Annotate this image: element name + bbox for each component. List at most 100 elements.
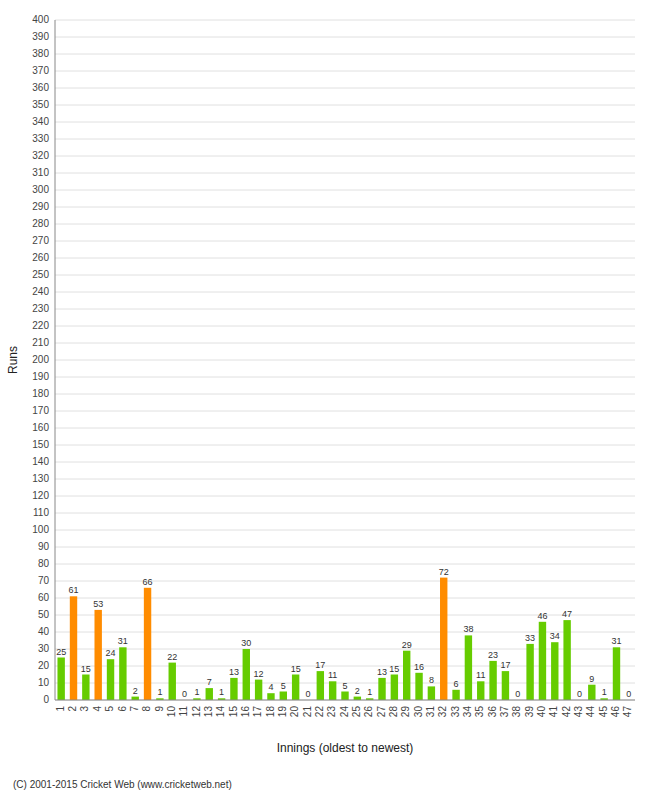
data-label: 2 — [133, 686, 138, 696]
x-tick-label: 47 — [622, 706, 633, 718]
data-labels: 2561155324312661220171133012451501711521… — [56, 567, 631, 699]
data-label: 9 — [589, 674, 594, 684]
y-tick-label: 40 — [38, 626, 50, 637]
x-tick-label: 37 — [499, 706, 510, 718]
x-tick-label: 13 — [203, 706, 214, 718]
y-tick-label: 240 — [32, 286, 49, 297]
x-tick-label: 43 — [573, 706, 584, 718]
data-label: 4 — [268, 682, 273, 692]
grid-line — [55, 530, 635, 531]
bar — [94, 610, 101, 700]
data-label: 2 — [355, 686, 360, 696]
y-tick-label: 80 — [38, 558, 50, 569]
bar — [465, 635, 472, 700]
x-tick-label: 18 — [265, 706, 276, 718]
grid-line — [55, 564, 635, 565]
bar — [440, 578, 447, 700]
data-label: 31 — [118, 636, 128, 646]
x-tick-label: 24 — [339, 706, 350, 718]
grid-line — [55, 326, 635, 327]
bar — [452, 690, 459, 700]
data-label: 15 — [81, 664, 91, 674]
grid-line — [55, 309, 635, 310]
x-tick-label: 10 — [166, 706, 177, 718]
bar — [206, 688, 213, 700]
bar — [144, 588, 151, 700]
bar — [280, 692, 287, 701]
bar — [317, 671, 324, 700]
data-label: 22 — [167, 652, 177, 662]
data-label: 11 — [476, 670, 485, 680]
data-label: 12 — [254, 669, 264, 679]
grid-line — [55, 445, 635, 446]
y-grid — [55, 20, 635, 700]
data-label: 6 — [454, 679, 459, 689]
x-tick-label: 30 — [413, 706, 424, 718]
data-label: 34 — [550, 631, 560, 641]
grid-line — [55, 122, 635, 123]
data-label: 1 — [157, 687, 162, 697]
data-label: 53 — [93, 599, 103, 609]
x-tick-label: 22 — [314, 706, 325, 718]
y-tick-label: 140 — [32, 456, 49, 467]
bar — [378, 678, 385, 700]
grid-line — [55, 190, 635, 191]
x-tick-label: 9 — [154, 706, 165, 712]
y-tick-label: 380 — [32, 48, 49, 59]
x-tick-label: 27 — [376, 706, 387, 718]
y-tick-label: 350 — [32, 99, 49, 110]
grid-line — [55, 411, 635, 412]
x-tick-label: 1 — [55, 706, 66, 712]
x-tick-label: 42 — [561, 706, 572, 718]
grid-line — [55, 241, 635, 242]
x-axis-label: Innings (oldest to newest) — [277, 741, 414, 755]
grid-line — [55, 428, 635, 429]
data-label: 1 — [194, 687, 199, 697]
data-label: 0 — [515, 689, 520, 699]
y-tick-label: 280 — [32, 218, 49, 229]
chart: 0102030405060708090100110120130140150160… — [0, 0, 650, 800]
y-tick-label: 60 — [38, 592, 50, 603]
x-tick-label: 2 — [67, 706, 78, 712]
x-tick-label: 15 — [228, 706, 239, 718]
x-tick-label: 41 — [548, 706, 559, 718]
x-tick-label: 21 — [302, 706, 313, 718]
data-label: 72 — [439, 567, 449, 577]
data-label: 25 — [56, 647, 66, 657]
y-tick-label: 130 — [32, 473, 49, 484]
x-tick-label: 19 — [277, 706, 288, 718]
grid-line — [55, 20, 635, 21]
x-tick-label: 46 — [610, 706, 621, 718]
bar — [169, 663, 176, 700]
bar — [551, 642, 558, 700]
bar — [119, 647, 126, 700]
grid-line — [55, 632, 635, 633]
y-tick-label: 390 — [32, 31, 49, 42]
bar — [354, 697, 361, 700]
y-tick-label: 30 — [38, 643, 50, 654]
y-tick-label: 110 — [33, 507, 49, 518]
bar — [255, 680, 262, 700]
y-ticks: 0102030405060708090100110120130140150160… — [32, 14, 49, 705]
data-label: 46 — [537, 611, 547, 621]
y-tick-label: 310 — [32, 167, 49, 178]
grid-line — [55, 105, 635, 106]
data-label: 1 — [367, 687, 372, 697]
bar — [477, 681, 484, 700]
data-label: 5 — [281, 681, 286, 691]
data-label: 13 — [229, 667, 239, 677]
bars — [57, 578, 620, 700]
bar — [267, 693, 274, 700]
grid-line — [55, 479, 635, 480]
bar — [539, 622, 546, 700]
data-label: 61 — [69, 585, 79, 595]
grid-line — [55, 496, 635, 497]
y-tick-label: 120 — [32, 490, 49, 501]
x-tick-label: 16 — [240, 706, 251, 718]
data-label: 1 — [219, 687, 224, 697]
x-tick-label: 35 — [474, 706, 485, 718]
grid-line — [55, 700, 635, 701]
bar — [428, 686, 435, 700]
data-label: 1 — [602, 687, 607, 697]
bar — [391, 675, 398, 701]
